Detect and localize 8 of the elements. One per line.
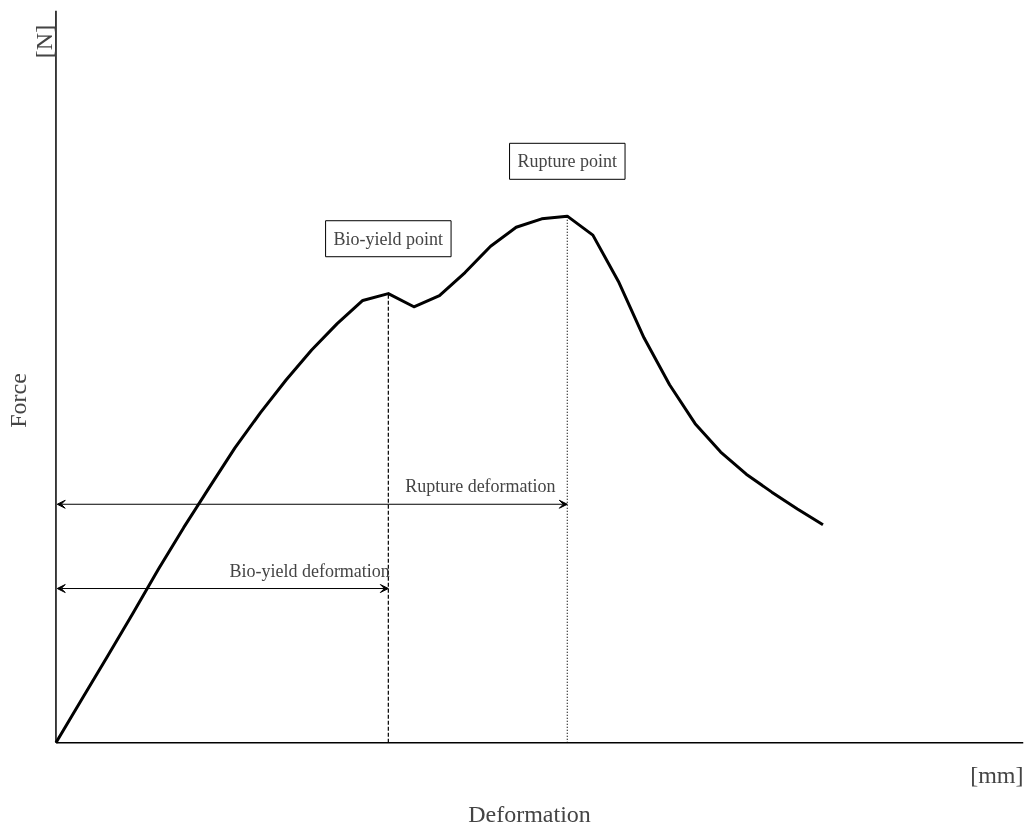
y-axis-title: Force [4,373,31,428]
text: Rupture point [517,151,618,172]
text: [N] [31,24,58,59]
text: [mm] [970,761,1024,788]
annotation: Bio-yield point [333,228,444,249]
annotation: Rupture deformation [405,476,556,497]
annotation: Bio-yield deformation [229,560,390,581]
x-axis-title: Deformation [468,800,591,827]
